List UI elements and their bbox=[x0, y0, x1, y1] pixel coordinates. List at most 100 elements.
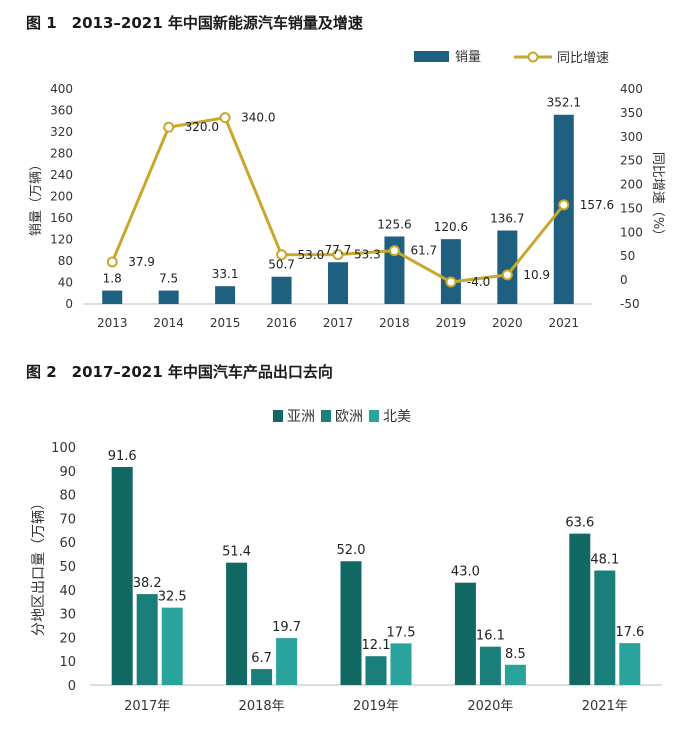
bar-北美 bbox=[390, 643, 412, 685]
x-tick-label: 2019 bbox=[436, 316, 467, 330]
right-tick-label: 350 bbox=[620, 106, 643, 120]
y-tick-label: 30 bbox=[59, 608, 76, 623]
sales-bar bbox=[158, 290, 179, 304]
left-tick-label: 320 bbox=[50, 125, 73, 139]
y-tick-label: 100 bbox=[51, 441, 76, 456]
growth-point bbox=[163, 121, 175, 133]
y-tick-label: 60 bbox=[59, 536, 76, 551]
bar-data-label: 38.2 bbox=[133, 576, 162, 591]
line-data-label: 53.3 bbox=[354, 248, 381, 262]
bar-data-label: 77.7 bbox=[325, 243, 352, 257]
y-tick-label: 50 bbox=[59, 560, 76, 575]
bar-data-label: 125.6 bbox=[377, 217, 411, 231]
figure2-title: 图 2 2017–2021 年中国汽车产品出口去向 bbox=[26, 363, 333, 381]
bar-data-label: 91.6 bbox=[108, 449, 137, 464]
figure1-title: 图 1 2013–2021 年中国新能源汽车销量及增速 bbox=[26, 14, 363, 32]
bar-data-label: 52.0 bbox=[337, 543, 366, 558]
x-tick-label: 2021 bbox=[549, 316, 580, 330]
growth-point bbox=[501, 269, 513, 281]
line-data-label: 53.0 bbox=[298, 248, 325, 262]
left-tick-label: 0 bbox=[65, 297, 73, 311]
right-tick-label: 150 bbox=[620, 201, 643, 215]
x-tick-label: 2016 bbox=[266, 316, 297, 330]
y-tick-label: 40 bbox=[59, 584, 76, 599]
x-tick-label: 2017年 bbox=[124, 699, 170, 714]
bar-亚洲 bbox=[569, 533, 591, 685]
y-tick-label: 10 bbox=[59, 655, 76, 670]
x-tick-label: 2020 bbox=[492, 316, 523, 330]
bar-data-label: 17.5 bbox=[387, 625, 416, 640]
right-tick-label: 0 bbox=[620, 273, 628, 287]
growth-point bbox=[558, 199, 570, 211]
line-data-label: 157.6 bbox=[580, 198, 614, 212]
bar-data-label: 19.7 bbox=[272, 620, 301, 635]
y-tick-label: 70 bbox=[59, 512, 76, 527]
legend-swatch bbox=[273, 410, 283, 422]
x-tick-label: 2018年 bbox=[239, 699, 285, 714]
bar-欧洲 bbox=[479, 646, 501, 685]
bar-data-label: 43.0 bbox=[451, 565, 480, 580]
sales-bar bbox=[497, 230, 518, 304]
sales-bar bbox=[102, 290, 123, 304]
legend-growth-marker bbox=[527, 51, 539, 63]
right-tick-label: -50 bbox=[620, 297, 640, 311]
bar-data-label: 352.1 bbox=[547, 96, 581, 110]
bar-data-label: 51.4 bbox=[222, 545, 251, 560]
legend-sales-label: 销量 bbox=[455, 50, 481, 65]
left-tick-label: 240 bbox=[50, 168, 73, 182]
sales-bar bbox=[271, 276, 292, 304]
bar-data-label: 120.6 bbox=[434, 220, 468, 234]
bar-data-label: 7.5 bbox=[159, 272, 178, 286]
bar-北美 bbox=[619, 643, 641, 685]
right-tick-label: 50 bbox=[620, 249, 635, 263]
x-tick-label: 2015 bbox=[210, 316, 241, 330]
bar-data-label: 32.5 bbox=[158, 590, 187, 605]
right-tick-label: 200 bbox=[620, 178, 643, 192]
bar-data-label: 136.7 bbox=[490, 212, 524, 226]
line-data-label: 340.0 bbox=[241, 111, 275, 125]
bar-亚洲 bbox=[226, 562, 248, 685]
right-tick-label: 100 bbox=[620, 225, 643, 239]
chart1-svg: 0 40 80 120 160 200 240 280 320 360 400 -50 0 50 100 15… bbox=[29, 50, 665, 330]
right-axis-label: 同比增速（%） bbox=[650, 152, 665, 242]
bar-data-label: 48.1 bbox=[590, 553, 619, 568]
bar-亚洲 bbox=[454, 582, 476, 685]
left-tick-label: 40 bbox=[58, 276, 73, 290]
y-tick-label: 0 bbox=[68, 679, 76, 694]
bar-欧洲 bbox=[251, 669, 273, 685]
bar-data-label: 1.8 bbox=[103, 272, 122, 286]
left-tick-label: 160 bbox=[50, 211, 73, 225]
bar-data-label: 33.1 bbox=[212, 267, 239, 281]
left-tick-label: 360 bbox=[50, 104, 73, 118]
bar-data-label: 6.7 bbox=[251, 651, 272, 666]
growth-point bbox=[332, 249, 344, 261]
legend-label: 亚洲 bbox=[287, 409, 315, 425]
left-tick-label: 200 bbox=[50, 190, 73, 204]
line-data-label: -4.0 bbox=[467, 275, 490, 289]
y-tick-label: 90 bbox=[59, 465, 76, 480]
y-tick-label: 80 bbox=[59, 489, 76, 504]
bar-data-label: 50.7 bbox=[268, 258, 295, 272]
bar-欧洲 bbox=[594, 570, 616, 685]
growth-point bbox=[106, 256, 118, 268]
growth-point bbox=[276, 249, 288, 261]
legend-label: 北美 bbox=[383, 409, 411, 425]
left-tick-label: 280 bbox=[50, 147, 73, 161]
bar-欧洲 bbox=[136, 594, 158, 685]
x-tick-label: 2018 bbox=[379, 316, 410, 330]
legend-swatch bbox=[321, 410, 331, 422]
growth-point bbox=[445, 276, 457, 288]
bar-data-label: 8.5 bbox=[505, 647, 526, 662]
left-tick-label: 80 bbox=[58, 254, 73, 268]
x-tick-label: 2017 bbox=[323, 316, 354, 330]
sales-bar bbox=[328, 262, 348, 304]
bar-北美 bbox=[276, 638, 298, 685]
right-tick-label: 250 bbox=[620, 154, 643, 168]
x-tick-label: 2013 bbox=[97, 316, 128, 330]
y-axis-label: 分地区出口量（万辆） bbox=[31, 496, 47, 636]
bar-亚洲 bbox=[340, 561, 362, 685]
x-tick-label: 2020年 bbox=[467, 699, 513, 714]
left-axis-label: 销量（万辆） bbox=[29, 158, 44, 236]
sales-bar bbox=[440, 239, 461, 304]
x-tick-label: 2014 bbox=[153, 316, 184, 330]
